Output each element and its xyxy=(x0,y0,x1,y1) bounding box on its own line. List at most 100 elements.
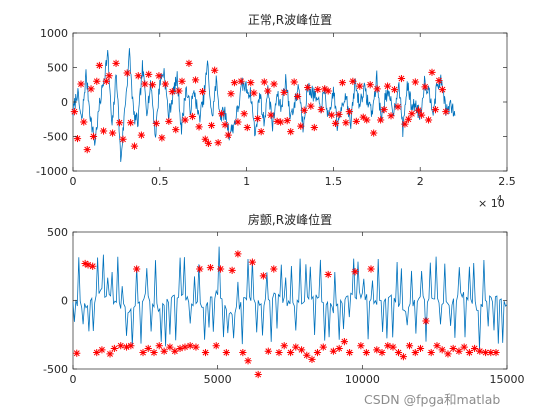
r-peak-marker xyxy=(307,102,315,110)
r-peak-marker xyxy=(449,344,457,353)
r-peak-marker xyxy=(247,79,255,87)
r-peak-marker xyxy=(234,250,242,258)
r-peak-marker xyxy=(84,261,92,269)
r-peak-marker xyxy=(70,108,78,116)
plot-title-afib: 房颤,R波峰位置 xyxy=(248,212,332,227)
r-peak-marker xyxy=(329,347,337,355)
r-peak-marker xyxy=(77,80,85,88)
r-peak-marker xyxy=(134,72,142,80)
r-peak-marker xyxy=(228,266,236,274)
r-peak-marker xyxy=(324,270,332,279)
x-tick-label: 2.5 xyxy=(498,175,516,188)
r-peak-marker xyxy=(290,78,298,86)
r-peak-marker xyxy=(93,77,101,85)
x-tick-label: 0 xyxy=(70,175,77,188)
r-peak-marker xyxy=(408,110,416,118)
r-peak-marker xyxy=(366,81,374,89)
r-peak-marker xyxy=(292,343,300,351)
r-peak-marker xyxy=(435,77,443,85)
r-peak-marker xyxy=(110,344,118,353)
r-peak-marker xyxy=(390,85,399,94)
r-peak-marker xyxy=(127,119,135,127)
y-tick-label: -500 xyxy=(43,363,68,376)
r-peak-marker xyxy=(362,348,370,357)
r-peak-marker xyxy=(264,87,272,95)
r-peak-marker xyxy=(212,342,220,350)
r-peak-marker xyxy=(201,135,209,143)
r-peak-marker xyxy=(438,346,446,354)
r-peak-marker xyxy=(166,343,174,351)
r-peak-marker xyxy=(378,348,386,357)
r-peak-marker xyxy=(308,355,316,364)
r-peak-marker xyxy=(206,264,215,272)
r-peak-marker xyxy=(123,69,131,77)
r-peak-marker xyxy=(438,85,447,94)
r-peak-marker xyxy=(297,122,305,130)
y-tick-label: 1000 xyxy=(40,27,68,40)
r-peak-marker xyxy=(397,74,406,83)
r-peak-marker xyxy=(460,343,468,351)
r-peak-marker xyxy=(492,348,500,357)
r-peak-marker xyxy=(314,85,322,94)
r-peak-marker xyxy=(481,348,490,357)
r-peak-marker xyxy=(93,348,101,357)
r-peak-marker xyxy=(416,344,425,353)
r-peak-marker xyxy=(139,348,147,357)
r-peak-marker xyxy=(259,272,267,280)
plot-area xyxy=(72,32,508,172)
r-peak-marker xyxy=(277,118,285,126)
r-peak-marker xyxy=(427,348,435,357)
r-peak-marker xyxy=(280,88,288,96)
r-peak-marker xyxy=(324,87,332,95)
r-peak-marker xyxy=(331,119,340,127)
r-peak-marker xyxy=(431,105,440,114)
r-peak-marker xyxy=(227,90,235,98)
r-peak-marker xyxy=(283,117,291,125)
r-peak-marker xyxy=(417,111,426,119)
r-peak-marker xyxy=(373,85,381,93)
r-peak-marker xyxy=(363,116,371,124)
x-tick-label: 1 xyxy=(243,175,250,188)
r-peak-marker xyxy=(89,262,97,270)
r-peak-marker xyxy=(216,265,225,273)
r-peak-marker xyxy=(95,61,103,70)
y-tick-label: 500 xyxy=(47,226,68,239)
r-peak-marker xyxy=(144,344,152,353)
r-peak-marker xyxy=(73,349,81,357)
r-peak-marker xyxy=(204,139,213,147)
r-peak-marker xyxy=(112,59,120,67)
r-peak-marker xyxy=(470,344,479,353)
r-peak-marker xyxy=(335,344,343,353)
r-peak-marker xyxy=(122,343,131,351)
r-peak-marker xyxy=(181,343,189,351)
r-peak-marker xyxy=(165,117,173,125)
r-peak-marker xyxy=(161,80,169,88)
r-peak-marker xyxy=(137,131,145,139)
r-peak-marker xyxy=(186,342,194,350)
r-peak-marker xyxy=(108,129,117,137)
r-peak-marker xyxy=(195,123,203,131)
r-peak-marker xyxy=(321,85,329,93)
r-peak-marker xyxy=(357,342,365,350)
r-peak-marker xyxy=(346,348,354,357)
r-peak-marker xyxy=(178,77,186,85)
x-exponent-power: 4 xyxy=(497,194,502,203)
r-peak-marker xyxy=(171,347,179,355)
r-peak-marker xyxy=(211,66,219,74)
signal-line xyxy=(72,246,508,350)
r-peak-marker xyxy=(297,346,306,354)
r-peak-marker xyxy=(176,344,184,353)
r-peak-marker xyxy=(119,135,127,143)
r-peak-marker xyxy=(476,347,484,355)
r-peak-marker xyxy=(349,77,357,85)
r-peak-marker xyxy=(254,370,262,379)
r-peak-marker xyxy=(260,78,268,86)
r-peak-marker xyxy=(73,134,82,143)
r-peak-marker xyxy=(411,348,419,357)
r-peak-marker xyxy=(115,119,124,127)
r-peak-marker xyxy=(81,259,89,268)
r-peak-marker xyxy=(117,342,125,350)
r-peak-marker xyxy=(224,131,232,139)
r-peak-marker xyxy=(387,112,395,120)
